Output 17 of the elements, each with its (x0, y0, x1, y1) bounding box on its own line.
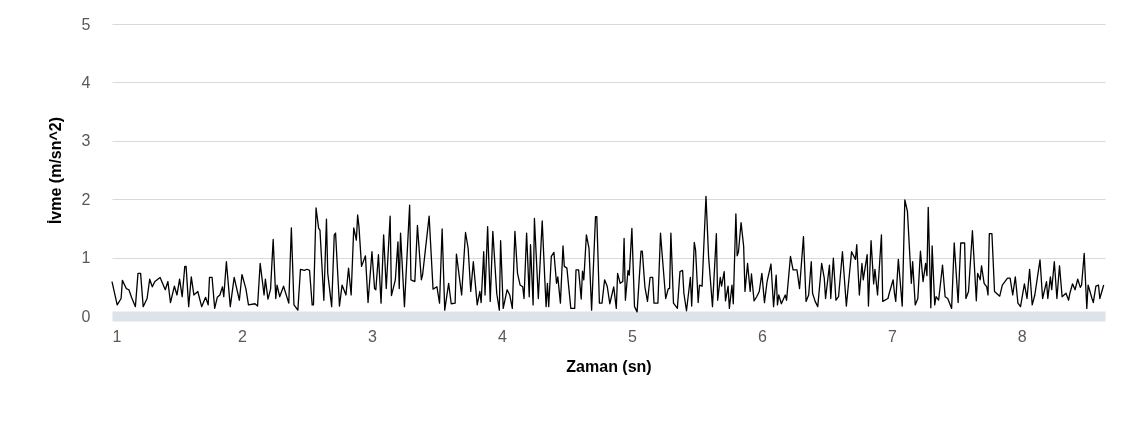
y-tick-label: 4 (81, 73, 91, 91)
y-tick-label: 2 (81, 190, 91, 208)
y-tick-label: 5 (81, 15, 91, 33)
y-axis-title: İvme (m/sn^2) (46, 116, 64, 225)
x-tick-label: 3 (367, 327, 377, 345)
x-tick-label: 1 (112, 327, 122, 345)
x-tick-label: 7 (887, 327, 897, 345)
y-tick-label: 0 (81, 307, 91, 325)
line-series (111, 195, 1105, 313)
x-tick-label: 8 (1017, 327, 1027, 345)
x-tick-label: 6 (757, 327, 767, 345)
y-tick-label: 1 (81, 249, 91, 267)
x-axis-title: Zaman (sn) (566, 357, 652, 375)
y-tick-label: 3 (81, 132, 91, 150)
x-tick-label: 5 (627, 327, 637, 345)
x-tick-label: 2 (238, 327, 248, 345)
x-tick-label: 4 (497, 327, 507, 345)
